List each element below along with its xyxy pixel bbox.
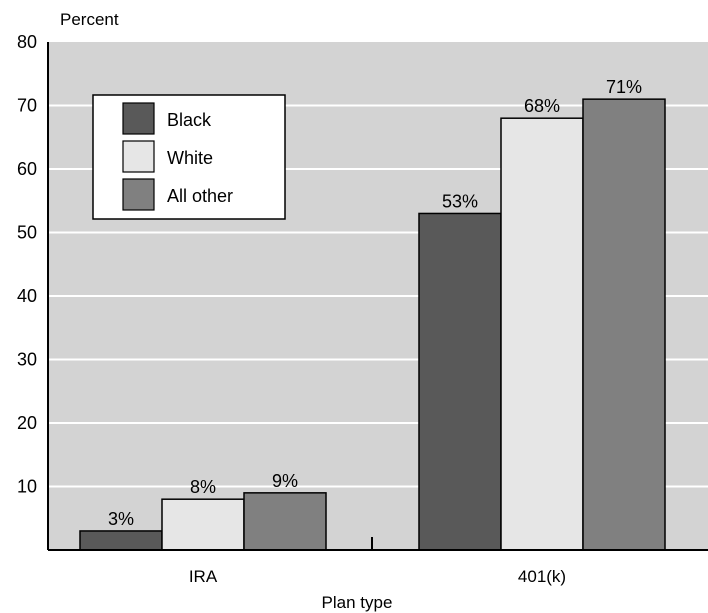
data-label: 8% bbox=[190, 477, 216, 497]
y-tick-label: 40 bbox=[17, 286, 37, 306]
y-axis-title: Percent bbox=[60, 10, 119, 29]
legend-swatch bbox=[122, 140, 155, 173]
data-label: 68% bbox=[524, 96, 560, 116]
x-category-label: 401(k) bbox=[518, 567, 566, 586]
y-tick-labels: 10 20 30 40 50 60 70 80 bbox=[17, 32, 37, 497]
y-tick-label: 50 bbox=[17, 223, 37, 243]
y-tick-label: 70 bbox=[17, 96, 37, 116]
legend-swatch bbox=[122, 178, 155, 211]
data-labels-group: 3% 8% 9% 53% 68% 71% bbox=[108, 77, 642, 529]
legend-label: All other bbox=[167, 186, 233, 206]
y-tick-label: 10 bbox=[17, 477, 37, 497]
data-label: 53% bbox=[442, 191, 478, 211]
y-tick-label: 80 bbox=[17, 32, 37, 52]
bar-all-other-ira bbox=[243, 492, 327, 551]
data-label: 71% bbox=[606, 77, 642, 97]
legend: Black White All other bbox=[92, 94, 286, 220]
bar-white-ira bbox=[161, 498, 245, 551]
legend-swatch bbox=[122, 102, 155, 135]
x-axis-title: Plan type bbox=[322, 593, 393, 612]
bars-group bbox=[79, 98, 666, 551]
data-label: 3% bbox=[108, 509, 134, 529]
x-category-labels: IRA 401(k) bbox=[189, 567, 566, 586]
data-label: 9% bbox=[272, 471, 298, 491]
y-tick-label: 30 bbox=[17, 350, 37, 370]
x-category-label: IRA bbox=[189, 567, 218, 586]
bar-all-other-401k bbox=[582, 98, 666, 551]
legend-label: Black bbox=[167, 110, 212, 130]
bar-black-ira bbox=[79, 530, 163, 551]
y-tick-label: 60 bbox=[17, 159, 37, 179]
y-tick-label: 20 bbox=[17, 413, 37, 433]
bar-white-401k bbox=[500, 117, 584, 551]
bar-black-401k bbox=[418, 212, 502, 551]
legend-label: White bbox=[167, 148, 213, 168]
